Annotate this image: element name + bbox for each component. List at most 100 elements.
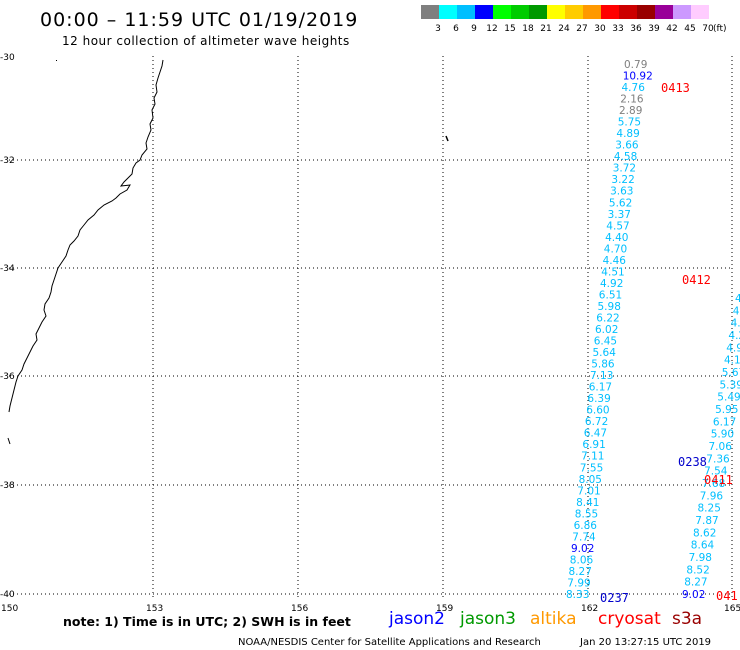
swh-value: 6.02 — [595, 324, 618, 336]
satellite-label-jason3: jason3 — [459, 609, 516, 629]
color-swatch — [529, 5, 547, 19]
color-scale-label: 36 — [630, 24, 642, 34]
credit-text: NOAA/NESDIS Center for Satellite Applica… — [238, 637, 541, 648]
swh-value: 4.46 — [603, 255, 627, 267]
color-swatch — [457, 5, 475, 19]
swh-value: 7.74 — [572, 531, 596, 543]
swh-value: 8.05 — [579, 474, 602, 486]
swh-value: 7.96 — [700, 490, 724, 502]
coastline-island — [56, 60, 57, 61]
swh-value: 7.06 — [709, 441, 733, 453]
swh-value: 4.57 — [606, 220, 629, 232]
color-swatch — [421, 5, 439, 19]
swh-value: 3.37 — [608, 209, 631, 221]
swh-value: 4.92 — [600, 278, 623, 290]
swh-value: 6.47 — [584, 428, 607, 440]
swh-value: 7.87 — [695, 515, 718, 527]
swh-value: 6.17 — [713, 416, 736, 428]
map-subtitle: 12 hour collection of altimeter wave hei… — [62, 34, 350, 48]
map-title: 00:00 – 11:59 UTC 01/19/2019 — [40, 9, 358, 31]
swh-value: 6.22 — [596, 313, 619, 325]
swh-value: 5.75 — [618, 117, 641, 129]
swh-value: 4.76 — [622, 82, 646, 94]
swh-value: 8.62 — [693, 527, 716, 539]
units-note: note: 1) Time is in UTC; 2) SWH is in fe… — [63, 614, 351, 629]
color-scale-legend: 3 6 9 12 15 18 21 24 27 30 33 36 39 42 45 70 (ft) — [421, 5, 727, 34]
swh-value: 5.98 — [598, 301, 621, 313]
color-scale-label: 15 — [504, 24, 515, 34]
swh-value: 3.22 — [611, 174, 634, 186]
color-swatch — [601, 5, 619, 19]
pass-label: 0411 — [704, 473, 733, 487]
swh-value: 4.25 — [728, 330, 740, 342]
altimeter-track-ascending: 44.04.664.254.964.105.675.395.495.956.17… — [682, 293, 740, 601]
lon-label: 153 — [146, 604, 163, 614]
color-scale-label: 30 — [594, 24, 606, 34]
swh-value: 6.17 — [589, 382, 612, 394]
latitude-labels: -30 -32 -34 -36 -38 -40 — [0, 53, 15, 600]
pass-label: 0413 — [661, 81, 690, 95]
color-scale-label: 42 — [666, 24, 677, 34]
color-swatch — [673, 5, 691, 19]
unit-label: (ft) — [713, 24, 727, 34]
color-scale-label: 70 — [702, 24, 714, 34]
color-swatch — [619, 5, 637, 19]
swh-value: 7.98 — [689, 552, 712, 564]
lat-lon-grid — [9, 56, 733, 600]
swh-value: 7.55 — [580, 462, 603, 474]
swh-value: 7.36 — [706, 453, 730, 465]
lat-label: -32 — [0, 156, 15, 166]
swh-value: 7.54 — [704, 466, 728, 478]
swh-value: 8.64 — [691, 540, 715, 552]
color-scale-label: 12 — [486, 24, 497, 34]
pass-label: 0238 — [678, 455, 707, 469]
color-swatch — [475, 5, 493, 19]
swh-value: 2.89 — [619, 105, 642, 117]
color-scale-label: 27 — [576, 24, 587, 34]
lon-label: 150 — [1, 604, 18, 614]
swh-value: 3.72 — [613, 163, 636, 175]
altimeter-track-descending: 0.7910.924.762.162.895.754.893.664.583.7… — [566, 59, 653, 601]
color-scale-label: 39 — [648, 24, 660, 34]
lat-label: -34 — [0, 264, 15, 274]
color-scale-label: 18 — [522, 24, 534, 34]
lat-label: -38 — [0, 481, 15, 491]
pass-label: 0412 — [682, 273, 711, 287]
swh-value: 5.62 — [609, 197, 632, 209]
longitude-labels: 150 153 156 159 162 165 — [1, 604, 740, 614]
pass-label: 041 — [716, 589, 738, 603]
satellite-legend: jason2 jason3 altika cryosat s3a — [388, 609, 702, 629]
color-scale-label: 21 — [540, 24, 551, 34]
swh-value: 4.10 — [724, 355, 740, 367]
satellite-label-altika: altika — [530, 609, 577, 629]
color-swatch — [583, 5, 601, 19]
color-swatch — [637, 5, 655, 19]
swh-value: 10.92 — [623, 71, 653, 83]
swh-value: 6.86 — [574, 520, 598, 532]
swh-value: 4.0 — [733, 305, 740, 317]
swh-value: 5.67 — [722, 367, 740, 379]
color-swatch — [655, 5, 673, 19]
swh-value: 4.51 — [601, 266, 624, 278]
color-scale-label: 33 — [612, 24, 623, 34]
swh-value: 7.11 — [581, 451, 604, 463]
swh-value: 6.91 — [582, 439, 605, 451]
satellite-label-cryosat: cryosat — [598, 609, 661, 629]
swh-value: 6.51 — [599, 289, 622, 301]
swh-value: 9.02 — [682, 589, 705, 601]
swh-value: 4.58 — [614, 151, 637, 163]
swh-value: 9.02 — [571, 543, 594, 555]
swh-value: 8.33 — [566, 589, 589, 601]
swh-value: 8.06 — [570, 554, 594, 566]
satellite-label-s3a: s3a — [672, 609, 702, 629]
coastline — [8, 59, 164, 413]
color-scale-label: 24 — [558, 24, 570, 34]
color-swatch — [565, 5, 583, 19]
lon-label: 159 — [436, 604, 453, 614]
swh-value: 5.39 — [720, 379, 740, 391]
lat-label: -30 — [0, 53, 15, 63]
color-scale-label: 3 — [435, 24, 441, 34]
coastline-island — [445, 135, 449, 142]
swh-value: 5.95 — [715, 404, 738, 416]
